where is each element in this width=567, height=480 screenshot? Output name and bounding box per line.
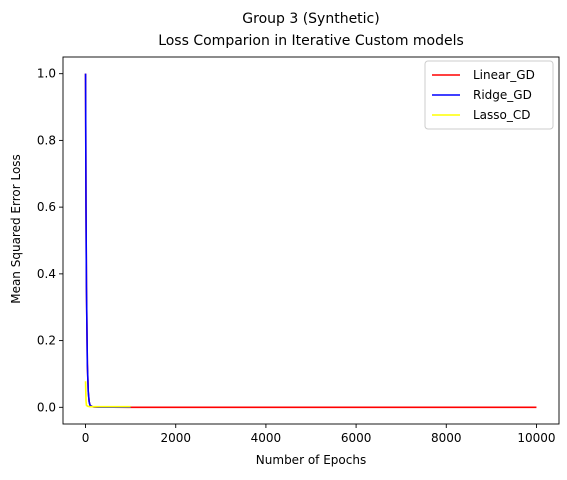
series-line-lasso-cd	[84, 381, 131, 408]
y-tick-label: 0.2	[37, 334, 56, 348]
axes-frame	[62, 56, 560, 425]
series-group	[84, 73, 537, 409]
legend-box	[424, 60, 554, 130]
x-tick-label: 10000	[517, 431, 555, 445]
chart-subtitle: Loss Comparion in Iterative Custom model…	[158, 33, 464, 49]
y-tick-label: 1.0	[37, 67, 56, 81]
chart-title: Group 3 (Synthetic)	[242, 11, 379, 27]
legend-label: Lasso_CD	[473, 108, 531, 122]
x-tick-label: 2000	[160, 431, 191, 445]
legend: Linear_GD Ridge_GD Lasso_CD	[424, 60, 554, 130]
x-tick-label: 0	[82, 431, 90, 445]
y-tick-label: 0.4	[37, 267, 56, 281]
x-tick-label: 6000	[341, 431, 372, 445]
y-tick-label: 0.0	[37, 400, 56, 414]
x-tick-label: 8000	[431, 431, 462, 445]
x-tick-label: 4000	[251, 431, 282, 445]
legend-label: Linear_GD	[473, 68, 535, 82]
y-tick-label: 0.6	[37, 200, 56, 214]
legend-label: Ridge_GD	[473, 88, 532, 102]
plot-area: 0 2000 4000 6000 8000 10000 0.0 0.2 0.4 0.6 0.8 1.0	[37, 56, 560, 445]
y-axis-title: Mean Squared Error Loss	[9, 154, 23, 304]
y-tick-label: 0.8	[37, 133, 56, 147]
x-axis-title: Number of Epochs	[256, 453, 366, 467]
